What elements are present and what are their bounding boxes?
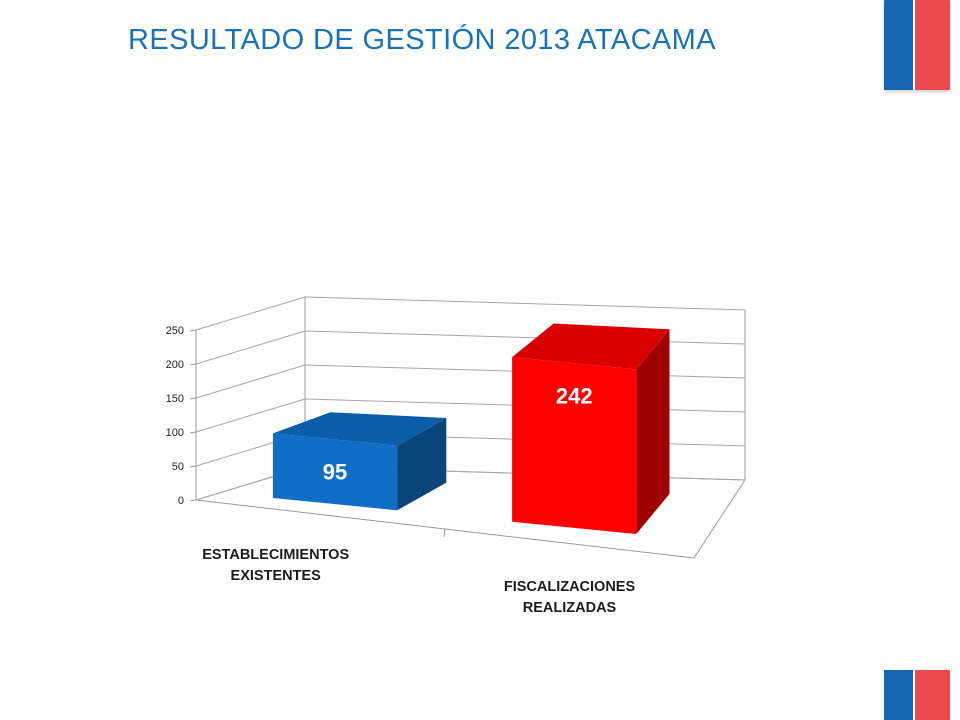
y-tick-label: 150 <box>166 393 184 405</box>
chart-bars: 95 242 <box>272 323 670 534</box>
bar-top-face <box>512 323 670 370</box>
bar-side-face <box>397 418 447 511</box>
bar-front-face <box>512 357 637 534</box>
x-category-divider <box>443 528 446 538</box>
y-tick-label: 250 <box>166 325 184 337</box>
y-tick-label: 50 <box>172 461 184 473</box>
x-axis-label-line: REALIZADAS <box>522 599 617 616</box>
y-tick-mark <box>189 499 197 502</box>
x-axis-label-category-1: FISCALIZACIONES REALIZADAS <box>450 577 690 619</box>
y-axis-ticks: 0 50 100 150 200 250 <box>166 325 197 507</box>
y-tick-label: 200 <box>166 359 184 371</box>
chile-flag-logo-top <box>884 0 950 90</box>
x-axis-label-line: ESTABLECIMIENTOS <box>202 547 350 564</box>
x-axis-label-line: EXISTENTES <box>230 568 321 585</box>
x-axis-label-category-0: ESTABLECIMIENTOS EXISTENTES <box>156 545 396 587</box>
y-tick-mark <box>189 431 197 434</box>
page-title: RESULTADO DE GESTIÓN 2013 ATACAMA <box>128 24 716 56</box>
bar-0: 95 <box>272 412 447 511</box>
bar-front-face <box>272 433 398 511</box>
y-tick-mark <box>189 397 197 400</box>
bar-side-face <box>636 329 670 534</box>
bar-data-label: 242 <box>556 383 593 408</box>
y-tick-mark <box>189 363 197 366</box>
bar-1: 242 <box>512 323 670 534</box>
x-axis-label-line: FISCALIZACIONES <box>503 578 636 595</box>
bar-top-face <box>272 412 447 446</box>
y-tick-label: 0 <box>178 495 184 507</box>
y-tick-mark <box>189 465 197 468</box>
gridline <box>195 296 746 331</box>
chile-flag-logo-bottom <box>884 670 950 720</box>
y-tick-label: 100 <box>166 427 184 439</box>
y-tick-mark <box>189 329 197 332</box>
bar-data-label: 95 <box>323 460 347 485</box>
